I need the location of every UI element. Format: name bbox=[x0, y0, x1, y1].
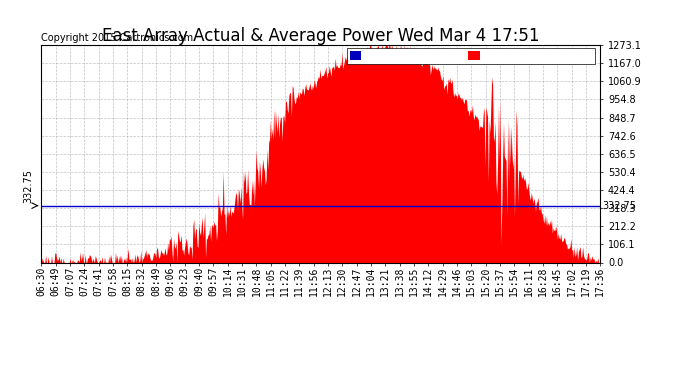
Text: 332.75: 332.75 bbox=[23, 169, 33, 203]
Text: 332.75: 332.75 bbox=[602, 201, 636, 211]
Text: Copyright 2015 Cartronics.com: Copyright 2015 Cartronics.com bbox=[41, 33, 193, 43]
Legend: Average  (DC Watts), East Array  (DC Watts): Average (DC Watts), East Array (DC Watts… bbox=[346, 48, 595, 63]
Title: East Array Actual & Average Power Wed Mar 4 17:51: East Array Actual & Average Power Wed Ma… bbox=[102, 27, 540, 45]
